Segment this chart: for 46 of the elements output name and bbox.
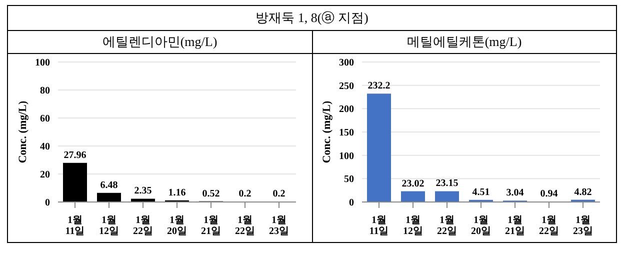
data-label: 0.94 bbox=[540, 188, 558, 200]
y-tick-label: 300 bbox=[339, 58, 354, 69]
data-label: 27.96 bbox=[64, 150, 86, 161]
x-tick-label: 1월 22일 bbox=[132, 215, 153, 237]
y-axis-title: Conc. (mg/L) bbox=[16, 100, 29, 164]
x-tick-label: 1월 22일 bbox=[437, 215, 458, 237]
data-label: 2.35 bbox=[134, 186, 152, 197]
y-tick-label: 40 bbox=[40, 142, 50, 153]
data-label: 3.04 bbox=[506, 188, 524, 199]
x-tick-label: 1월 23일 bbox=[268, 215, 289, 237]
data-label: 0.52 bbox=[202, 188, 220, 200]
data-label: 23.02 bbox=[402, 178, 424, 190]
x-tick-label: 1월 12일 bbox=[403, 215, 424, 237]
x-tick-label: 1월 23일 bbox=[573, 215, 594, 237]
data-label: 23.15 bbox=[436, 178, 458, 190]
y-tick-label: 150 bbox=[339, 128, 354, 139]
y-axis-title: Conc. (mg/L) bbox=[321, 100, 334, 164]
x-tick-label: 1월 20일 bbox=[166, 215, 187, 237]
x-tick-label: 1월 21일 bbox=[200, 215, 221, 237]
data-label: 6.48 bbox=[100, 180, 118, 191]
x-tick-label: 1월 22일 bbox=[539, 215, 560, 237]
y-tick-label: 100 bbox=[339, 150, 354, 162]
y-tick-label: 20 bbox=[40, 170, 50, 181]
y-tick-label: 200 bbox=[339, 104, 354, 116]
y-tick-label: 0 bbox=[44, 198, 50, 209]
y-tick-label: 100 bbox=[34, 58, 50, 69]
x-tick-label: 1월 12일 bbox=[98, 215, 119, 237]
data-label: 4.82 bbox=[574, 186, 592, 198]
y-tick-label: 50 bbox=[344, 174, 354, 186]
chart-title: 방재둑 1, 8(ⓐ 지점) bbox=[8, 6, 616, 31]
y-tick-label: 80 bbox=[40, 86, 50, 97]
data-label: 1.16 bbox=[168, 187, 186, 198]
x-tick-label: 1월 21일 bbox=[505, 215, 526, 237]
y-tick-label: 250 bbox=[339, 80, 354, 92]
data-label: 232.2 bbox=[368, 80, 390, 92]
x-tick-label: 1월 20일 bbox=[471, 215, 492, 237]
y-tick-label: 0 bbox=[349, 198, 354, 209]
data-label: 0.2 bbox=[238, 188, 251, 200]
data-label: 0.2 bbox=[272, 188, 285, 200]
x-tick-label: 1월 11일 bbox=[65, 215, 84, 237]
chart-subtitle: 에틸렌디아민(mg/L) bbox=[8, 31, 312, 54]
x-tick-label: 1월 11일 bbox=[370, 215, 389, 237]
y-tick-label: 60 bbox=[40, 114, 50, 125]
chart-subtitle: 메틸에틸케톤(mg/L) bbox=[312, 31, 616, 54]
data-label: 4.51 bbox=[472, 186, 490, 198]
x-tick-label: 1월 22일 bbox=[234, 215, 255, 237]
